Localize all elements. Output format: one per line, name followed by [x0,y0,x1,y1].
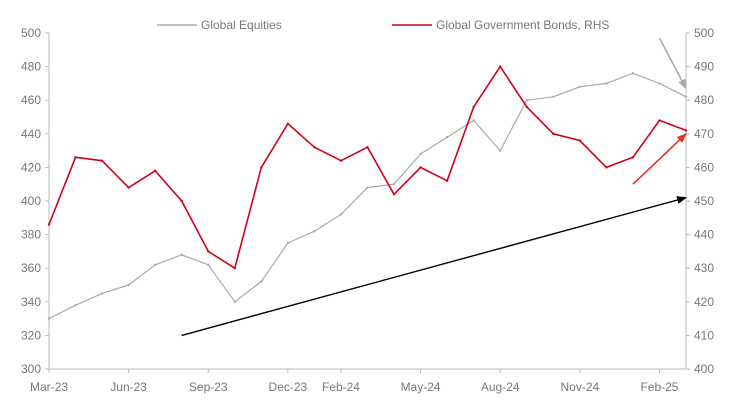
data-point-bonds [658,119,661,122]
data-point-bonds [233,267,236,270]
data-point-equities [631,72,635,75]
right-tick-label: 470 [694,127,714,141]
x-tick-label: May-24 [401,380,441,394]
legend: Global Equities Global Government Bonds,… [157,18,609,32]
data-point-bonds [472,105,475,109]
data-point-equities [313,230,316,233]
data-point-bonds [180,199,183,203]
legend-label-bonds: Global Government Bonds, RHS [436,18,609,32]
data-point-equities [127,283,130,287]
data-point-equities [339,213,343,216]
data-point-equities [207,263,210,266]
right-tick-label: 450 [694,194,714,208]
left-axis-ticks: 300 320 340 360 380 400 420 440 460 480 500 [21,26,49,376]
right-tick-label: 410 [694,328,714,342]
left-tick-label: 380 [21,228,41,242]
x-tick-label: Aug-24 [481,380,520,394]
data-point-equities [419,152,422,156]
data-point-bonds [207,250,210,253]
x-tick-label: Dec-23 [269,380,308,394]
data-point-equities [684,95,688,99]
right-tick-label: 400 [694,362,714,376]
left-tick-label: 460 [21,93,41,107]
data-point-equities [154,263,157,266]
right-tick-label: 430 [694,261,714,275]
data-point-equities [472,119,475,122]
data-point-equities [47,317,51,320]
legend-label-equities: Global Equities [201,18,282,32]
data-point-equities [578,85,581,89]
data-point-bonds [100,159,104,162]
left-tick-label: 500 [21,26,41,40]
data-point-bonds [392,193,396,196]
data-point-bonds [47,223,51,226]
data-point-bonds [631,156,635,159]
data-point-equities [392,183,396,186]
data-point-equities [445,136,449,139]
data-point-equities [605,82,608,85]
data-point-bonds [445,179,449,182]
annotation-arrow [632,133,687,185]
data-point-equities [499,149,502,152]
annotation-layer [181,37,687,337]
left-tick-label: 420 [21,160,41,174]
right-tick-label: 480 [694,93,714,107]
right-axis-ticks: 400 410 420 430 440 450 460 470 480 490 500 [686,26,714,376]
data-point-bonds [154,169,157,172]
data-point-bonds [366,146,369,149]
left-tick-label: 440 [21,127,41,141]
data-point-bonds [127,186,130,189]
x-tick-label: Feb-25 [640,380,678,394]
data-point-equities [260,280,263,283]
left-tick-label: 360 [21,261,41,275]
data-point-equities [180,253,183,256]
right-tick-label: 460 [694,160,714,174]
left-tick-label: 400 [21,194,41,208]
data-point-bonds [339,159,343,162]
right-tick-label: 490 [694,60,714,74]
right-tick-label: 420 [694,295,714,309]
data-point-equities [366,186,369,189]
x-axis-ticks: Mar-23 Jun-23 Sep-23 Dec-23 Feb-24 May-24 Aug-… [30,369,679,394]
series-line-bonds [48,65,687,270]
series-line-equities [48,72,687,320]
left-tick-label: 320 [21,328,41,342]
data-point-bonds [499,65,502,68]
data-point-bonds [605,166,608,169]
data-point-bonds [525,105,528,109]
x-tick-label: Nov-24 [560,380,599,394]
annotation-arrow [181,196,687,337]
data-point-equities [74,304,77,307]
x-tick-label: Mar-23 [30,380,68,394]
axes [48,33,687,370]
right-tick-label: 440 [694,228,714,242]
right-tick-label: 500 [694,26,714,40]
left-tick-label: 300 [21,362,41,376]
data-point-bonds [419,166,422,169]
data-point-equities [552,95,555,99]
data-point-equities [100,292,104,295]
x-tick-label: Jun-23 [110,380,147,394]
left-tick-label: 340 [21,295,41,309]
data-point-equities [525,99,528,102]
data-point-bonds [74,156,77,159]
data-point-equities [286,241,290,245]
data-point-bonds [260,166,263,169]
data-point-bonds [286,122,290,125]
data-point-equities [658,82,661,85]
data-point-bonds [578,139,581,142]
data-point-equities [233,300,236,303]
data-point-bonds [684,129,688,132]
annotation-arrow [658,37,687,90]
left-tick-label: 480 [21,60,41,74]
data-point-bonds [552,132,555,135]
data-point-bonds [313,146,316,149]
series-layer [47,65,688,320]
x-tick-label: Feb-24 [322,380,360,394]
x-tick-label: Sep-23 [189,380,228,394]
